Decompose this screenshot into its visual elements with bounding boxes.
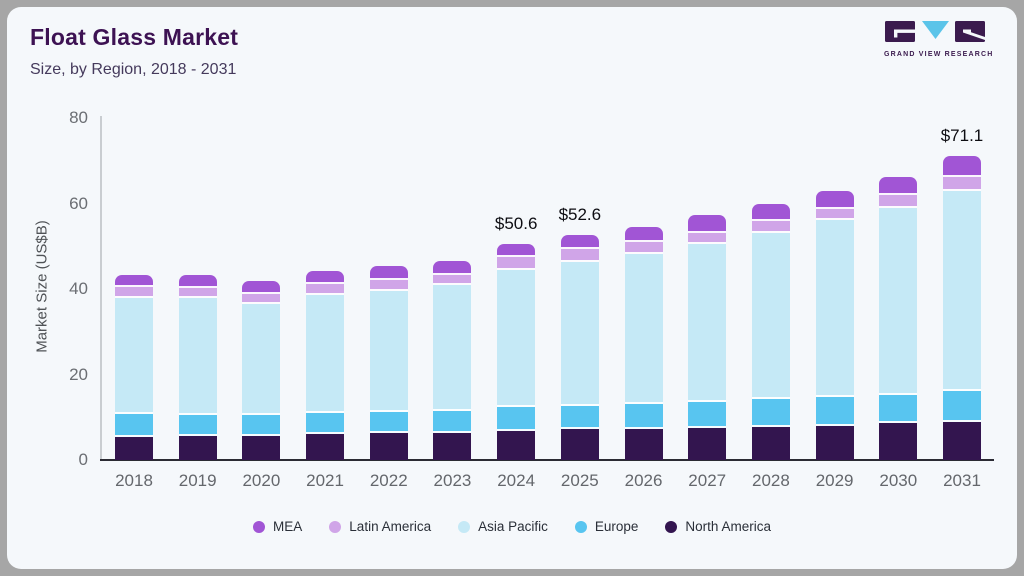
legend-swatch — [253, 520, 266, 533]
legend-swatch — [665, 520, 678, 533]
legend-item-mea: MEA — [253, 519, 302, 534]
legend-label: Latin America — [349, 519, 432, 534]
legend-label: Asia Pacific — [478, 519, 548, 534]
legend-item-latin-america: Latin America — [329, 519, 431, 534]
chart-card: Float Glass Market Size, by Region, 2018… — [7, 7, 1017, 569]
page-title: Float Glass Market — [30, 24, 239, 50]
legend-label: North America — [685, 519, 771, 534]
legend-item-asia-pacific: Asia Pacific — [458, 519, 548, 534]
page-subtitle: Size, by Region, 2018 - 2031 — [30, 61, 237, 78]
chart-legend: MEA Latin America Asia Pacific Europe North … — [7, 519, 1017, 534]
brand-name: GRAND VIEW RESEARCH — [884, 51, 994, 58]
legend-item-europe: Europe — [574, 519, 639, 534]
brand-logo: GRAND VIEW RESEARCH — [884, 20, 994, 58]
legend-swatch — [458, 520, 471, 533]
legend-swatch — [329, 520, 342, 533]
legend-label: MEA — [273, 519, 303, 534]
legend-label: Europe — [594, 519, 639, 534]
legend-swatch — [574, 520, 587, 533]
gvr-logo-icon — [885, 21, 985, 42]
legend-item-north-america: North America — [665, 519, 771, 534]
